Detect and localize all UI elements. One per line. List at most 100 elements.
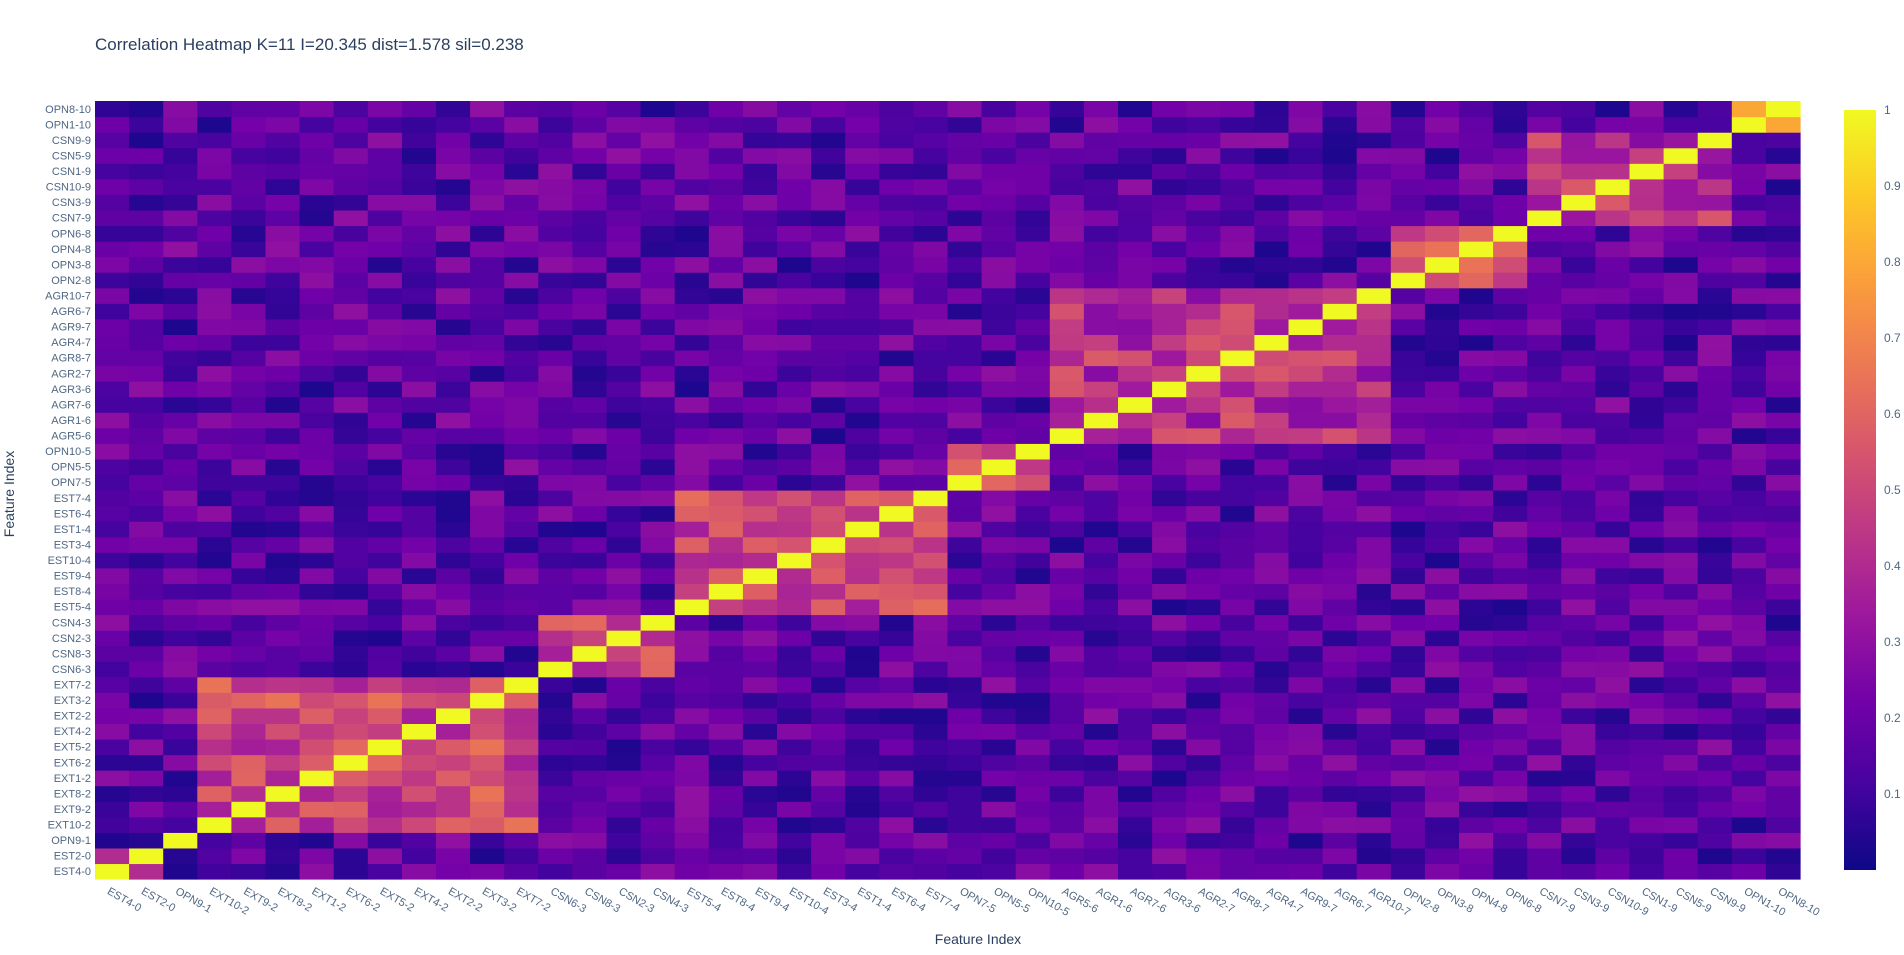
heatmap-cell [436, 676, 471, 693]
heatmap-cell [1118, 738, 1153, 756]
heatmap-cell [1731, 116, 1767, 133]
heatmap-cell [981, 381, 1017, 398]
heatmap-cell [504, 738, 539, 756]
heatmap-cell [777, 178, 812, 195]
heatmap-cell [299, 256, 335, 273]
heatmap-cell [913, 225, 949, 242]
heatmap-cell [1595, 801, 1631, 818]
heatmap-cell [1527, 147, 1562, 164]
heatmap-cell [1049, 863, 1085, 880]
heatmap-cell [947, 505, 983, 522]
heatmap-cell [1015, 645, 1051, 662]
heatmap-cell [1663, 163, 1699, 180]
heatmap-cell [538, 303, 573, 320]
heatmap-cell [572, 147, 608, 164]
heatmap-cell [1049, 318, 1085, 335]
heatmap-cell [1390, 272, 1426, 289]
heatmap-cell [197, 303, 232, 320]
heatmap-cell [708, 427, 744, 444]
heatmap-cell [299, 443, 335, 460]
heatmap-cell [1118, 692, 1153, 709]
heatmap-cell [1186, 225, 1221, 242]
heatmap-cell [299, 754, 335, 771]
heatmap-cell [1390, 116, 1426, 133]
heatmap-cell [1493, 458, 1528, 476]
heatmap-cell [333, 816, 369, 833]
heatmap-cell [1697, 692, 1733, 709]
heatmap-cell [470, 225, 505, 242]
heatmap-cell [1288, 521, 1324, 538]
heatmap-cell [299, 707, 335, 724]
heatmap-cell [470, 661, 505, 678]
heatmap-cell [1527, 521, 1562, 538]
heatmap-cell [1697, 505, 1733, 522]
heatmap-cell [1663, 692, 1699, 709]
heatmap-cell [1459, 614, 1494, 631]
heatmap-cell [197, 381, 232, 398]
heatmap-cell [1595, 365, 1631, 382]
heatmap-cell [572, 785, 608, 802]
heatmap-cell [947, 630, 983, 647]
heatmap-cell [333, 381, 369, 398]
heatmap-cell [504, 194, 539, 211]
heatmap-cell [1561, 723, 1596, 740]
heatmap-cell [367, 412, 403, 429]
heatmap-cell [95, 412, 130, 429]
heatmap-cell [1322, 381, 1358, 398]
heatmap-cell [1288, 116, 1324, 133]
heatmap-cell [1424, 505, 1460, 522]
heatmap-cell [845, 490, 880, 507]
heatmap-cell [1288, 272, 1324, 289]
heatmap-cell [1424, 256, 1460, 273]
heatmap-cell [606, 458, 642, 476]
heatmap-cell [981, 101, 1017, 118]
heatmap-cell [1527, 863, 1562, 880]
heatmap-cell [811, 847, 846, 865]
heatmap-cell [1186, 132, 1221, 149]
heatmap-cell [367, 349, 403, 367]
x-tick-label: CSN9-9 [1708, 885, 1748, 915]
heatmap-cell [231, 567, 267, 584]
heatmap-cell [1186, 598, 1221, 616]
heatmap-cell [299, 505, 335, 522]
heatmap-cell [1493, 521, 1528, 538]
heatmap-cell [879, 770, 914, 787]
heatmap-cell [1731, 770, 1767, 787]
heatmap-cell [436, 303, 471, 320]
heatmap-cell [367, 505, 403, 522]
heatmap-cell [333, 427, 369, 444]
heatmap-cell [1561, 318, 1596, 335]
heatmap-cell [1322, 412, 1358, 429]
heatmap-cell [708, 583, 744, 600]
heatmap-cell [504, 474, 539, 491]
heatmap-cell [129, 287, 164, 304]
heatmap-cell [1220, 754, 1255, 771]
heatmap-cell [1595, 505, 1631, 522]
y-tick-label: CSN6-3 [52, 664, 91, 676]
heatmap-cell [879, 692, 914, 709]
heatmap-cell [947, 334, 983, 351]
heatmap-cell [1322, 272, 1358, 289]
heatmap-cell [1527, 427, 1562, 444]
heatmap-cell [572, 490, 608, 507]
heatmap-cell [1595, 163, 1631, 180]
heatmap-cell [572, 847, 608, 865]
heatmap-cell [708, 692, 744, 709]
heatmap-cell [572, 614, 608, 631]
heatmap-cell [333, 552, 369, 569]
heatmap-cell [1731, 458, 1767, 476]
heatmap-cell [1459, 847, 1494, 865]
heatmap-cell [163, 443, 198, 460]
heatmap-cell [1424, 754, 1460, 771]
heatmap-cell [129, 816, 164, 833]
heatmap-cell [197, 801, 232, 818]
heatmap-cell [1118, 147, 1153, 164]
y-tick-label: AGR9-7 [51, 322, 91, 334]
heatmap-cell [129, 785, 164, 802]
heatmap-cell [1459, 692, 1494, 709]
heatmap-cell [1731, 536, 1767, 553]
heatmap-cell [1015, 132, 1051, 149]
heatmap-cell [606, 661, 642, 678]
heatmap-cell [572, 396, 608, 413]
heatmap-cell [879, 505, 914, 522]
